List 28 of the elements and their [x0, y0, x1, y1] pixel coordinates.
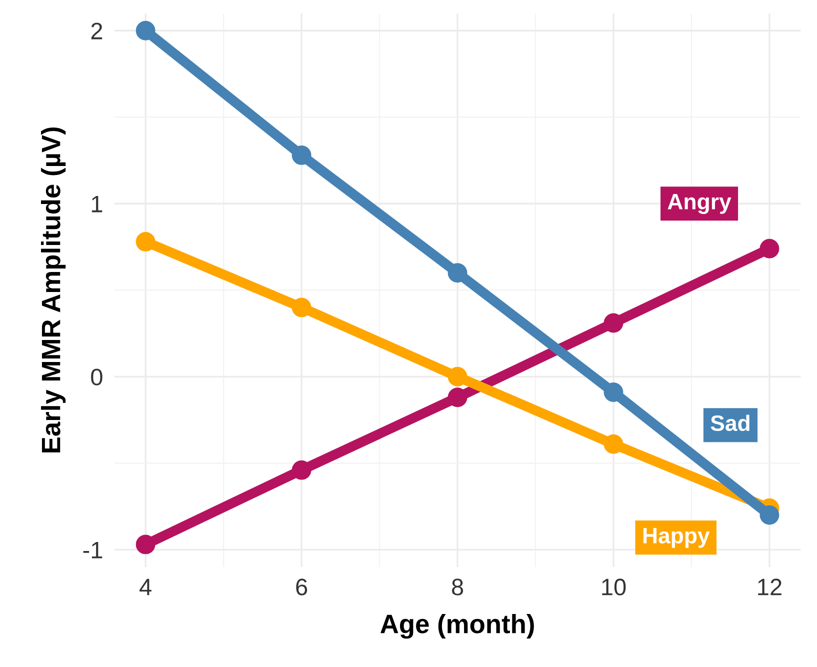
point [604, 434, 624, 454]
point [136, 534, 156, 554]
y-tick-label: 0 [91, 368, 102, 386]
x-tick-label: 8 [452, 578, 464, 596]
point [136, 232, 156, 252]
point [448, 366, 468, 386]
point [760, 505, 780, 525]
y-tick-label: 2 [91, 22, 102, 40]
series-label: Happy [643, 528, 710, 548]
point [292, 145, 312, 165]
point [760, 238, 780, 258]
x-tick-label: 12 [758, 578, 782, 596]
y-axis-title: Early MMR Amplitude (µV) [41, 127, 66, 452]
x-tick-label: 10 [602, 578, 626, 596]
x-tick-label: 4 [140, 578, 152, 596]
point [292, 460, 312, 480]
y-tick-label: -1 [83, 542, 102, 558]
point [292, 298, 312, 318]
y-tick-label: 1 [92, 196, 102, 212]
point [604, 313, 624, 333]
point [604, 382, 624, 402]
point [448, 263, 468, 283]
series-label: Sad [710, 414, 750, 432]
series-label: Angry [668, 194, 732, 214]
x-tick-label: 6 [296, 578, 308, 596]
point [136, 20, 156, 40]
point [448, 388, 468, 408]
x-axis-title: Age (month) [380, 614, 534, 639]
